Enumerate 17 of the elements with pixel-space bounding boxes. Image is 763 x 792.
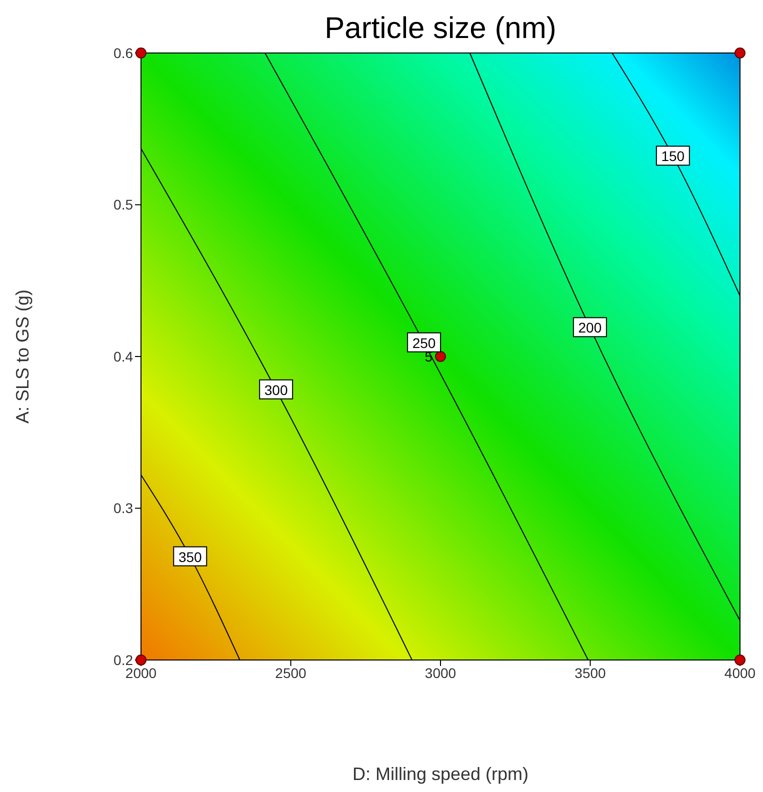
x-tick-label: 3000: [424, 664, 456, 681]
x-tick-label: 3500: [574, 664, 606, 681]
chart-title: Particle size (nm): [324, 12, 558, 46]
point: [136, 654, 146, 666]
point: [734, 654, 746, 666]
y-tick-label: 0.3: [114, 500, 134, 516]
y-axis-title: A: SLS to GS (g): [12, 289, 32, 424]
point: [734, 48, 746, 58]
y-tick-label: 0.6: [114, 44, 134, 61]
x-tick-label: 4000: [724, 664, 756, 681]
annotation: 5: [424, 348, 433, 364]
point: [435, 351, 446, 362]
x-axis-title: D: Milling speed (rpm): [352, 764, 529, 784]
y-tick-label: 0.5: [114, 196, 134, 213]
x-tick-label: 2500: [275, 664, 307, 681]
point: [136, 48, 146, 58]
y-tick-label: 0.4: [114, 348, 134, 364]
